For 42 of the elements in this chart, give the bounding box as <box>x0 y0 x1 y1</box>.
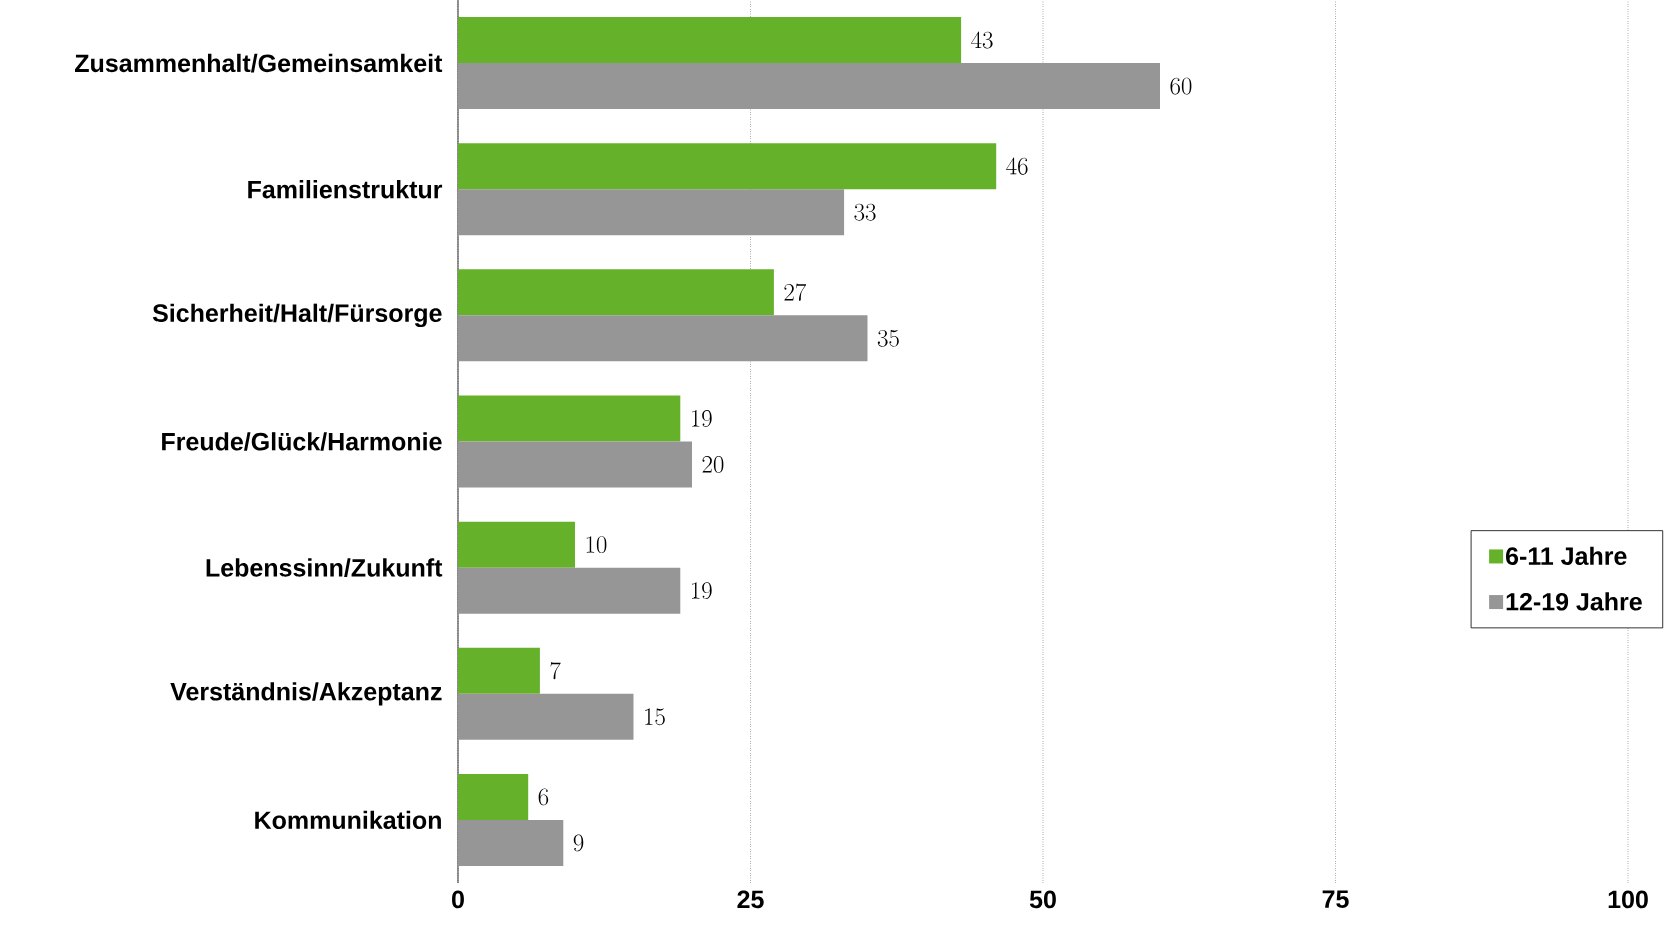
y-tick-label: Kommunikation <box>255 810 441 830</box>
data-label: 6 <box>538 788 549 806</box>
bar <box>458 395 681 442</box>
data-label: 10 <box>586 536 607 554</box>
data-label: 15 <box>645 708 665 726</box>
y-tick-label: Freude/Glück/Harmonie <box>162 432 442 451</box>
data-label: 9 <box>573 834 584 852</box>
legend-label: 6-11 Jahre <box>1506 546 1627 566</box>
data-label: 20 <box>702 456 724 473</box>
x-tick-label: 100 <box>1608 890 1648 909</box>
bar <box>458 143 997 190</box>
bar <box>458 441 692 488</box>
y-tick-label: Zusammenhalt/Gemeinsamkeit <box>75 53 443 73</box>
bar <box>458 567 681 614</box>
bar <box>458 269 774 316</box>
x-tick-label: 0 <box>452 890 464 909</box>
data-label: 46 <box>1006 157 1028 175</box>
bar <box>458 189 845 236</box>
y-tick-label: Familienstruktur <box>248 180 443 199</box>
bar <box>458 521 575 568</box>
bar <box>458 647 540 694</box>
bar <box>458 63 1160 110</box>
x-tick-label: 75 <box>1322 890 1349 908</box>
data-label: 19 <box>691 582 712 600</box>
bar <box>458 773 529 820</box>
data-label: 19 <box>691 410 712 427</box>
x-tick-label: 25 <box>737 890 764 909</box>
bar <box>458 819 564 866</box>
bar <box>458 693 634 740</box>
data-label: 43 <box>971 31 993 49</box>
legend-label: 12-19 Jahre <box>1506 592 1642 611</box>
y-tick-label: Verständnis/Akzeptanz <box>170 682 442 706</box>
data-label: 60 <box>1170 77 1192 95</box>
data-label: 35 <box>877 329 899 347</box>
bar <box>458 17 962 64</box>
data-label: 33 <box>854 203 876 221</box>
data-label: 27 <box>784 283 807 301</box>
bar <box>458 315 868 362</box>
y-tick-label: Sicherheit/Halt/Fürsorge <box>152 303 442 328</box>
data-label: 7 <box>550 661 561 680</box>
x-tick-label: 50 <box>1029 890 1056 909</box>
y-tick-label: Lebenssinn/Zukunft <box>206 558 443 577</box>
